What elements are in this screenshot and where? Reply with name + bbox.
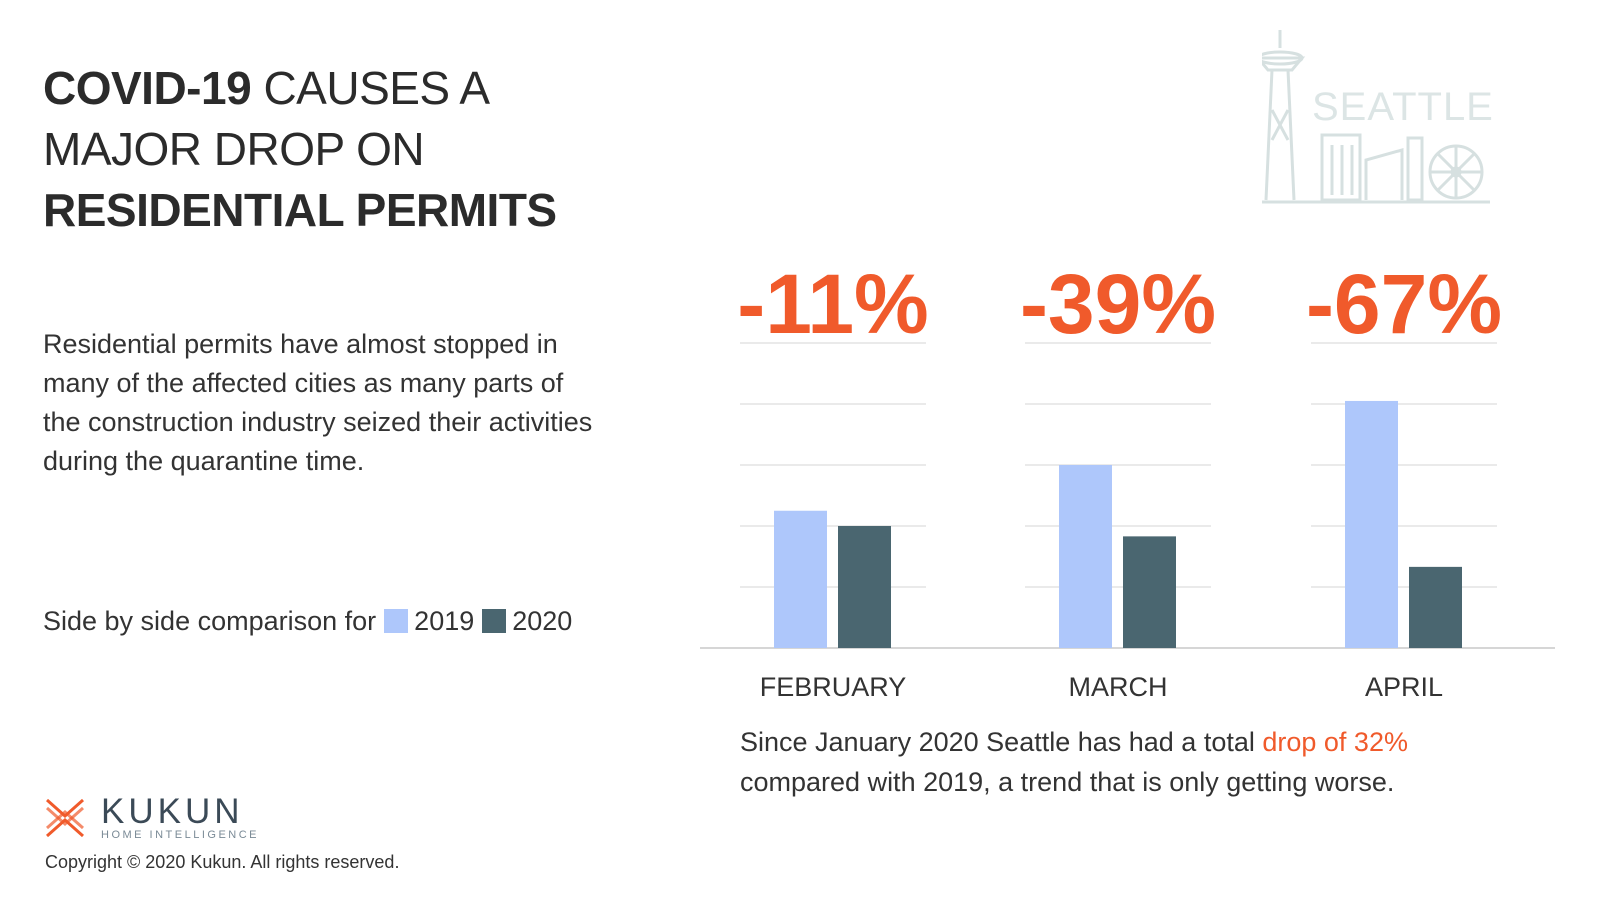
kukun-logo: KUKUN HOME INTELLIGENCE [43, 792, 260, 841]
kukun-mark-icon [46, 798, 84, 838]
permits-bar-chart: FEBRUARY -11% MARCH -39% APRIL -67% [700, 257, 1555, 702]
page-title: COVID-19 CAUSES A MAJOR DROP ON RESIDENT… [43, 58, 557, 241]
bar-2019-april [1345, 400, 1398, 648]
change-label-march: -39% [1020, 257, 1216, 351]
legend-label-2020: 2020 [512, 606, 573, 636]
summary-note: Since January 2020 Seattle has had a tot… [740, 722, 1500, 802]
note-text-before: Since January 2020 Seattle has had a tot… [740, 727, 1263, 757]
bar-2020-february [838, 526, 891, 648]
seattle-skyline-icon: SEATTLE [1262, 30, 1494, 204]
change-label-april: -67% [1306, 257, 1502, 351]
legend-swatch-2020 [482, 609, 507, 633]
title-line-3: RESIDENTIAL PERMITS [43, 184, 557, 236]
legend-swatch-2019 [384, 609, 409, 633]
x-tick-label-february: FEBRUARY [760, 672, 907, 702]
legend-label-2019: 2019 [414, 606, 475, 636]
bar-2020-march [1123, 536, 1176, 648]
title-line-1: COVID-19 CAUSES A [43, 58, 557, 119]
x-tick-label-april: APRIL [1365, 672, 1443, 702]
x-tick-label-march: MARCH [1069, 672, 1168, 702]
title-covid: COVID-19 [43, 62, 252, 114]
copyright-text: Copyright © 2020 Kukun. All rights reser… [45, 852, 400, 872]
bar-2019-march [1059, 465, 1112, 648]
logo-tagline: HOME INTELLIGENCE [101, 829, 260, 841]
title-causes: CAUSES A [251, 62, 490, 114]
change-label-february: -11% [737, 257, 928, 351]
note-highlight: drop of 32% [1262, 727, 1408, 757]
description-text: Residential permits have almost stopped … [43, 329, 593, 476]
skyline-label: SEATTLE [1312, 85, 1494, 129]
legend-prefix: Side by side comparison for [43, 606, 377, 636]
legend: Side by side comparison for 2019 2020 [43, 603, 572, 639]
logo-name: KUKUN [101, 792, 244, 831]
bar-2019-february [774, 510, 827, 648]
note-text-after: compared with 2019, a trend that is only… [740, 767, 1395, 797]
bar-2020-april [1409, 566, 1462, 648]
title-line-2: MAJOR DROP ON [43, 123, 425, 175]
